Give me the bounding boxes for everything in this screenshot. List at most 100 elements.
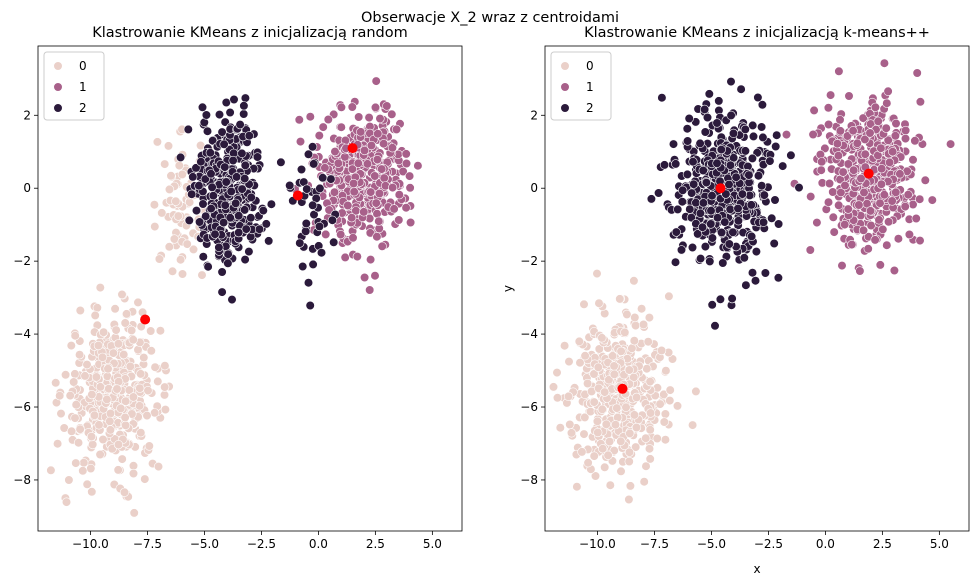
scatter-point-cluster-0 [144,441,154,451]
scatter-point-cluster-2 [687,242,698,253]
scatter-point-cluster-0 [82,479,92,489]
scatter-point-cluster-2 [712,213,723,223]
scatter-point-cluster-0 [128,392,138,402]
scatter-point-cluster-2 [673,204,683,214]
scatter-point-cluster-0 [604,437,615,447]
scatter-point-cluster-0 [555,423,565,433]
scatter-point-cluster-0 [128,335,138,345]
centroid-point-1 [863,168,874,179]
scatter-point-cluster-2 [210,229,220,239]
scatter-point-cluster-0 [644,444,655,454]
scatter-point-cluster-0 [566,428,577,438]
scatter-point-cluster-0 [80,371,90,381]
scatter-point-cluster-0 [119,487,130,497]
scatter-point-cluster-2 [707,233,718,243]
scatter-point-cluster-2 [714,96,724,106]
scatter-point-cluster-1 [406,217,416,228]
scatter-point-cluster-0 [119,350,129,360]
scatter-point-cluster-0 [197,270,207,280]
scatter-point-cluster-0 [117,289,127,300]
scatter-point-cluster-0 [188,244,199,254]
scatter-point-cluster-0 [593,362,603,372]
scatter-point-cluster-0 [605,480,615,490]
scatter-point-cluster-0 [630,321,641,331]
scatter-point-cluster-0 [95,382,105,392]
legend-label: 0 [79,59,87,73]
scatter-point-cluster-0 [93,340,103,351]
scatter-point-cluster-0 [559,341,570,351]
scatter-point-cluster-2 [231,198,241,208]
scatter-point-cluster-2 [223,249,233,259]
scatter-point-cluster-1 [927,195,937,205]
scatter-point-cluster-0 [78,466,88,476]
scatter-point-cluster-0 [135,383,145,393]
scatter-point-cluster-1 [887,196,897,206]
scatter-point-cluster-0 [660,409,671,419]
scatter-point-cluster-0 [612,403,622,413]
scatter-point-cluster-0 [111,325,121,335]
scatter-point-cluster-0 [46,465,56,475]
scatter-point-cluster-0 [645,425,655,435]
scatter-point-cluster-1 [884,157,895,167]
scatter-point-cluster-2 [240,93,250,103]
scatter-point-cluster-2 [202,126,213,136]
x-tick-label: −2.5 [247,537,276,551]
scatter-point-cluster-2 [778,161,788,171]
scatter-point-cluster-2 [733,216,744,226]
scatter-point-cluster-0 [629,410,640,420]
scatter-point-cluster-2 [653,188,664,198]
scatter-point-cluster-2 [751,247,762,257]
scatter-point-cluster-2 [298,261,308,272]
legend: 0 1 2 [550,51,612,121]
scatter-point-cluster-2 [684,113,694,124]
scatter-point-cluster-2 [725,160,736,170]
scatter-point-cluster-0 [665,396,675,406]
scatter-point-cluster-2 [726,76,736,87]
scatter-point-cluster-0 [592,269,602,279]
legend-label: 1 [79,80,87,94]
legend: 0 1 2 [43,51,105,121]
scatter-point-cluster-2 [747,153,758,163]
scatter-point-cluster-0 [52,439,63,449]
scatter-point-cluster-0 [149,200,159,210]
scatter-point-cluster-1 [365,285,375,295]
scatter-point-cluster-2 [305,300,315,311]
scatter-point-cluster-0 [603,450,613,460]
scatter-point-cluster-1 [835,115,845,125]
scatter-point-cluster-0 [75,305,85,316]
y-tick-label: −8 [520,473,538,487]
scatter-point-cluster-0 [620,327,630,338]
scatter-point-cluster-0 [98,327,109,337]
scatter-point-cluster-2 [214,109,225,120]
scatter-point-cluster-2 [240,174,250,184]
scatter-point-cluster-1 [820,143,830,153]
scatter-point-cluster-0 [140,474,150,484]
scatter-point-cluster-1 [823,119,834,130]
scatter-point-cluster-2 [228,155,238,166]
subplot-title: Klastrowanie KMeans z inicjalizacją k-me… [584,25,930,41]
scatter-point-cluster-1 [305,112,315,122]
scatter-point-cluster-0 [87,390,97,400]
scatter-point-cluster-0 [176,255,186,265]
scatter-point-cluster-0 [585,406,596,417]
scatter-point-cluster-1 [835,126,846,136]
scatter-point-cluster-2 [706,219,716,229]
scatter-point-cluster-2 [226,186,236,197]
scatter-point-cluster-1 [900,125,911,136]
scatter-point-cluster-1 [912,68,922,78]
scatter-point-cluster-2 [198,199,208,209]
scatter-point-cluster-2 [744,170,754,180]
scatter-point-cluster-2 [733,203,743,214]
scatter-point-cluster-2 [303,278,314,288]
scatter-point-cluster-1 [374,216,384,226]
scatter-point-cluster-2 [718,258,728,268]
scatter-point-cluster-1 [808,129,818,140]
x-tick-label: 0.0 [309,537,328,551]
scatter-point-cluster-0 [107,444,117,454]
scatter-point-cluster-1 [377,241,387,251]
scatter-point-cluster-0 [609,361,619,371]
scatter-point-cluster-2 [771,141,781,152]
scatter-point-cluster-2 [220,162,230,172]
x-tick-label: −2.5 [754,537,783,551]
scatter-point-cluster-0 [548,382,559,392]
